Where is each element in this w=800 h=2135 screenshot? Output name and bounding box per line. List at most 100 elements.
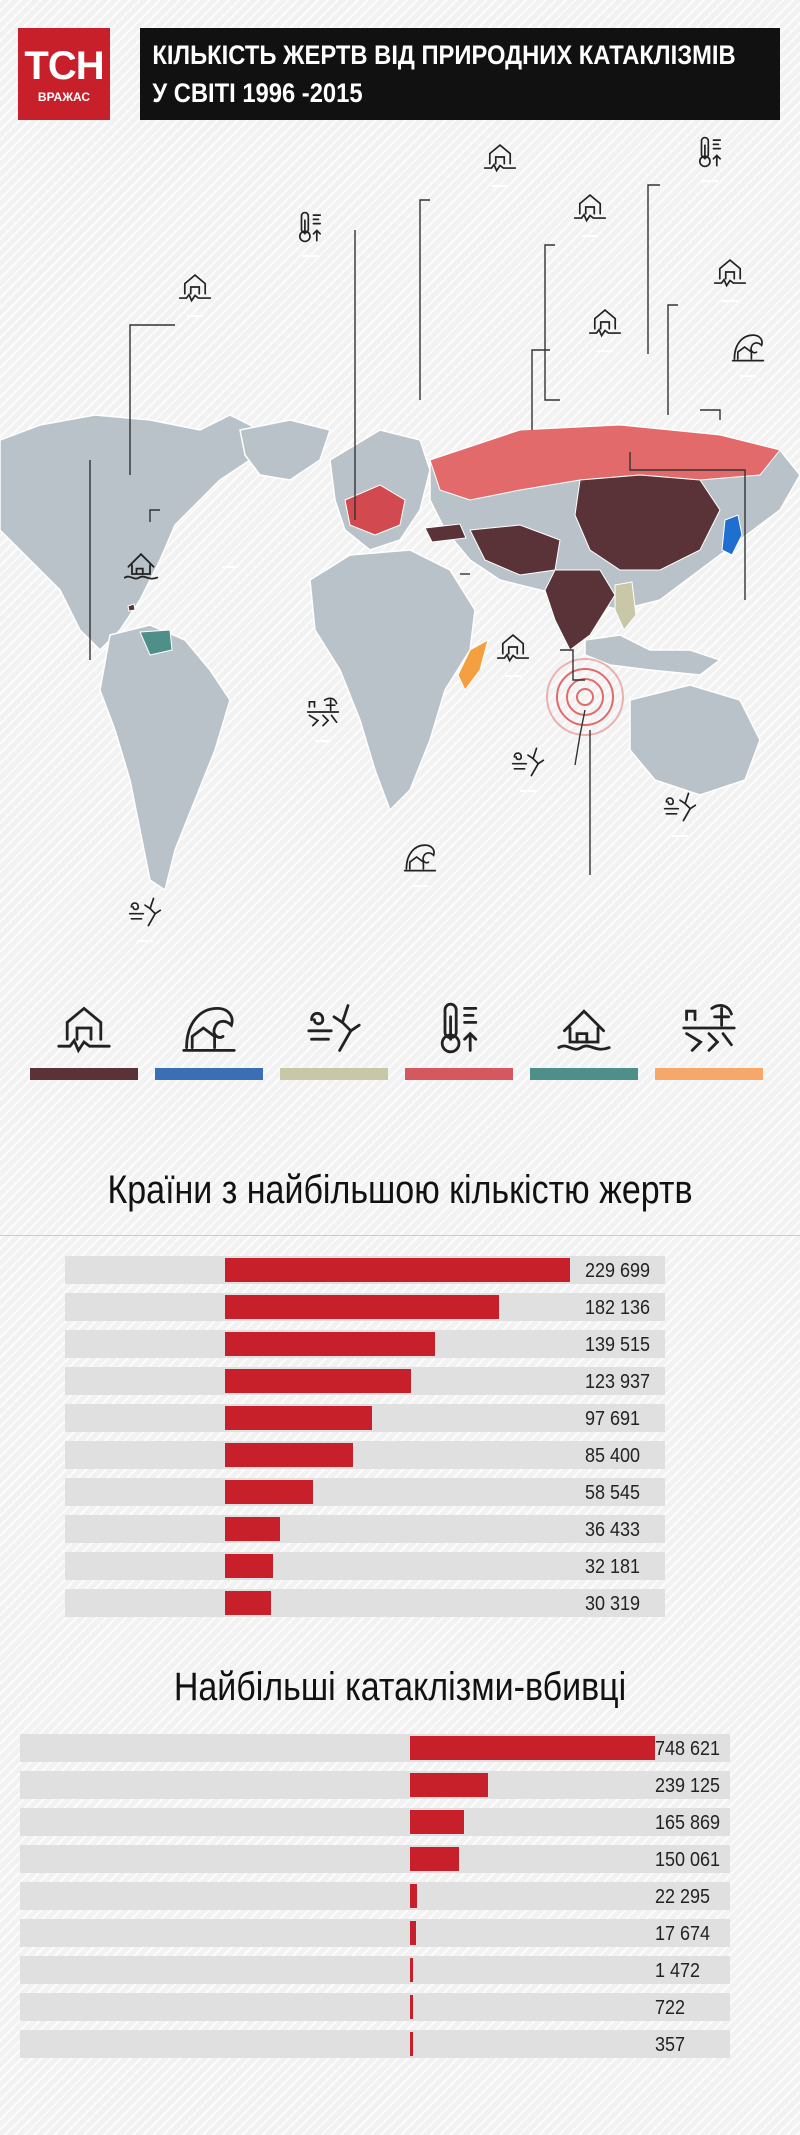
- earthquake-icon: [57, 1006, 111, 1054]
- bar-background: [20, 1919, 730, 1947]
- bar: [225, 1332, 435, 1356]
- bar-background: [65, 1552, 665, 1580]
- map-label-japan: [695, 330, 800, 382]
- legend: [30, 1000, 780, 1140]
- map-label-value: [739, 375, 756, 377]
- title-line-1: КІЛЬКІСТЬ ЖЕРТВ ВІД ПРИРОДНИХ КАТАКЛІЗМІ…: [152, 40, 736, 70]
- bar-value-label: 182 136: [585, 1297, 651, 1319]
- tsunami-icon: [182, 1006, 236, 1052]
- map-label-value: [504, 675, 521, 677]
- map-label-value: [222, 566, 238, 568]
- disasters-chart-title: Найбільші катаклізми-вбивці: [173, 1665, 627, 1709]
- header: ТСН ВРАЖАС КІЛЬКІСТЬ ЖЕРТВ ВІД ПРИРОДНИХ…: [18, 28, 780, 120]
- bar: [225, 1480, 313, 1504]
- tsn-logo: ТСН ВРАЖАС: [18, 28, 110, 120]
- logo-sub-text: ВРАЖАС: [37, 90, 91, 104]
- map-label-haiti: [135, 270, 255, 322]
- bar-value-label: 97 691: [585, 1408, 641, 1430]
- storm-icon: [511, 747, 544, 777]
- map-label-india_eq: [455, 630, 570, 682]
- bar-value-label: 229 699: [585, 1260, 651, 1282]
- map-label-pakistan: [540, 305, 670, 357]
- china-region: [574, 474, 721, 571]
- map-label-turkey: [420, 140, 580, 192]
- legend-item: [655, 1000, 763, 1094]
- bar-value-label: 722: [655, 1997, 686, 2019]
- bar: [410, 1773, 489, 1797]
- countries-chart-title: Країни з найбільшою кількістю жертв: [107, 1168, 693, 1212]
- indonesia-shape: [584, 634, 722, 676]
- map-label-value: [597, 350, 613, 352]
- bar-value-label: 1 472: [655, 1960, 701, 1982]
- legend-item: [155, 1000, 263, 1094]
- haiti-region: [127, 603, 136, 612]
- bar-background: [20, 1808, 730, 1836]
- map-label-indian_ocean: [330, 840, 510, 892]
- venezuela-region: [139, 629, 173, 656]
- leader-lines: [89, 184, 746, 875]
- bar: [410, 1958, 413, 1982]
- map-label-venezuela: [123, 552, 295, 580]
- bar-value-label: 36 433: [585, 1519, 641, 1541]
- storm-icon: [663, 792, 697, 822]
- bar-value-label: 139 515: [585, 1334, 651, 1356]
- bar-value-label: 32 181: [585, 1556, 641, 1578]
- bar: [225, 1295, 499, 1319]
- earthquake-icon: [483, 143, 517, 173]
- map-label-value: [722, 300, 738, 302]
- logo-main-text: ТСН: [24, 44, 104, 88]
- japan-region: [721, 514, 743, 556]
- bar: [410, 2032, 413, 2056]
- bar-value-label: 17 674: [655, 1923, 711, 1945]
- map-label-somalia: [270, 695, 375, 747]
- title-line-2: У СВІТІ 1996 -2015: [152, 78, 363, 108]
- bar-value-label: 30 319: [585, 1593, 641, 1615]
- legend-item: [30, 1000, 138, 1094]
- map-label-value: [187, 315, 203, 317]
- bar-value-label: 748 621: [655, 1738, 721, 1760]
- map-label-value: [672, 835, 688, 837]
- legend-swatch: [655, 1068, 763, 1080]
- bar-value-label: 58 545: [585, 1482, 641, 1504]
- bar-background: [65, 1478, 665, 1506]
- bar: [225, 1517, 280, 1541]
- map-label-value: [582, 235, 598, 237]
- map-label-value: [519, 790, 536, 792]
- somalia-region: [457, 638, 489, 691]
- map-label-value: [314, 740, 331, 742]
- map-label-honduras: [85, 895, 205, 947]
- myanmar-region: [614, 581, 637, 631]
- legend-swatch: [155, 1068, 263, 1080]
- bar-background: [20, 1956, 730, 1984]
- legend-item: [530, 1000, 638, 1094]
- bar-background: [65, 1441, 665, 1469]
- bar: [410, 1810, 465, 1834]
- bar: [410, 1884, 418, 1908]
- europe-region: [344, 484, 406, 536]
- bar-value-label: 239 125: [655, 1775, 721, 1797]
- earthquake-icon: [178, 273, 212, 303]
- bar-value-label: 150 061: [655, 1849, 721, 1871]
- legend-swatch: [30, 1068, 138, 1080]
- map-label-value: [137, 940, 153, 942]
- storm-icon: [128, 897, 162, 927]
- flood-icon: [557, 1009, 611, 1051]
- drought-icon: [682, 1004, 736, 1052]
- bar: [225, 1591, 271, 1615]
- map-label-myanmar: [620, 790, 740, 842]
- bar: [410, 1995, 413, 2019]
- africa-shape: [309, 549, 476, 812]
- bar-background: [20, 1771, 730, 1799]
- turkey-region: [424, 523, 467, 543]
- australia-shape: [629, 684, 761, 796]
- map-label-value: [302, 255, 318, 257]
- earthquake-icon: [713, 258, 747, 288]
- bar: [225, 1554, 274, 1578]
- legend-swatch: [530, 1068, 638, 1080]
- bar: [225, 1369, 412, 1393]
- bar: [410, 1736, 655, 1760]
- bar-background: [20, 2030, 730, 2058]
- south-america-shape: [99, 624, 231, 892]
- bar-value-label: 357: [655, 2034, 686, 2056]
